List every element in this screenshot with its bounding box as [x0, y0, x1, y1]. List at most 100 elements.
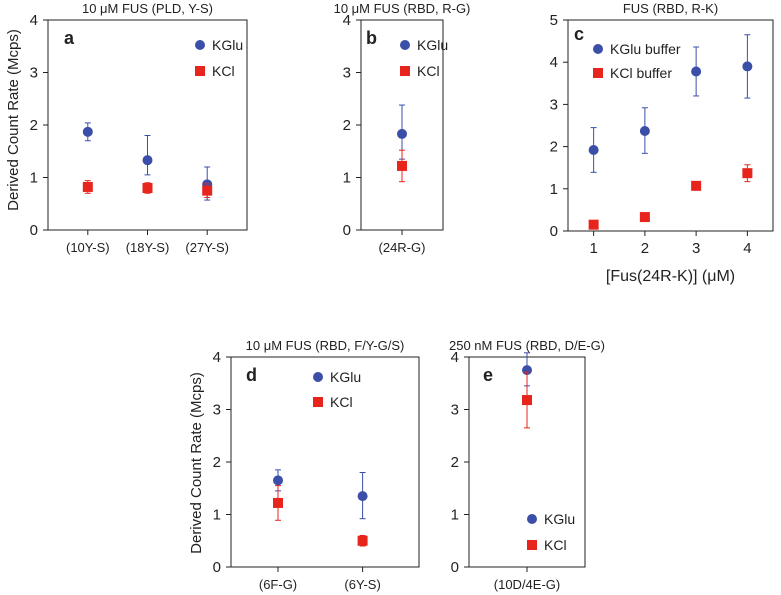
- legend-label: KGlu: [544, 511, 575, 527]
- y-axis-label-bottom: Derived Count Rate (Mcps): [188, 372, 205, 554]
- data-point: [357, 491, 368, 502]
- y-tick-label: 0: [550, 223, 558, 240]
- y-tick-label: 2: [213, 454, 221, 471]
- legend-marker: [527, 540, 537, 550]
- data-point: [588, 219, 599, 230]
- data-point: [742, 61, 753, 72]
- data-point: [357, 535, 368, 546]
- legend: KGlu buffer KCl buffer: [593, 41, 681, 81]
- panel-label: c: [574, 24, 584, 44]
- legend-marker: [195, 66, 205, 76]
- y-axis-label-top: Derived Count Rate (Mcps): [5, 29, 22, 211]
- plot-frame: [567, 19, 774, 232]
- y-tick-label: 4: [213, 349, 221, 366]
- y-tick-label: 5: [550, 12, 558, 29]
- data-point: [588, 144, 599, 155]
- panel-label: a: [64, 28, 75, 48]
- category-label: (6Y-S): [344, 577, 380, 592]
- legend: KGlu KCl: [527, 511, 575, 553]
- legend-marker: [313, 397, 323, 407]
- y-tick-label: 4: [30, 12, 38, 29]
- series-kglu: [273, 469, 368, 520]
- y-tick-label: 2: [343, 117, 351, 134]
- y-tick-label: 0: [213, 559, 221, 576]
- series-kcl: [522, 371, 532, 429]
- series-kcl: [82, 180, 213, 198]
- legend-marker: [527, 514, 537, 524]
- y-tick-label: 1: [451, 507, 459, 524]
- y-tick-label: 3: [30, 65, 38, 82]
- data-point: [522, 395, 532, 406]
- data-point: [639, 125, 650, 136]
- data-point: [397, 160, 407, 171]
- data-point: [639, 212, 650, 223]
- chart-panel-b: (24R-G) 0 1 2 3 410 μM FUS (RBD, R-G) b KGlu KCl: [334, 1, 471, 255]
- legend-marker: [313, 372, 323, 382]
- panel-label: d: [246, 365, 257, 385]
- category-label: (18Y-S): [126, 240, 170, 255]
- y-tick-label: 2: [451, 454, 459, 471]
- data-point: [273, 497, 283, 508]
- y-tick-label: 3: [343, 65, 351, 82]
- category-label: (6F-G): [259, 577, 297, 592]
- y-tick-label: 0: [30, 222, 38, 239]
- chart-panel-a: (10Y-S) (18Y-S) (27Y-S) 0 1 2 3 4 10 μM FUS (PLD…: [30, 1, 248, 255]
- legend-label: KCl: [544, 537, 567, 553]
- legend-label: KCl: [417, 63, 440, 79]
- data-point: [202, 185, 213, 196]
- y-tick-label: 4: [451, 349, 459, 366]
- panel-label: e: [483, 365, 493, 385]
- y-tick-label: 4: [343, 12, 351, 29]
- chart-title: 10 μM FUS (RBD, R-G): [334, 1, 471, 16]
- y-tick-label: 1: [343, 170, 351, 187]
- y-tick-label: 0: [343, 222, 351, 239]
- series-kcl: [397, 149, 407, 183]
- chart-panel-c: 1 2 3 4 [Fus(24R-K)] (μM) 0 1 2 3 4 5 FUS (RBD, R-K…: [550, 1, 774, 285]
- legend-label: KGlu: [330, 369, 361, 385]
- legend-label: KCl: [212, 63, 235, 79]
- legend-label: KCl: [330, 394, 353, 410]
- category-label: (27Y-S): [185, 240, 229, 255]
- y-tick-label: 2: [30, 117, 38, 134]
- category-label: (10Y-S): [66, 240, 110, 255]
- data-point: [691, 66, 702, 77]
- data-point: [142, 155, 153, 166]
- x-tick-label: 1: [589, 240, 597, 257]
- legend-label: KGlu buffer: [610, 41, 681, 57]
- chart-title: FUS (RBD, R-K): [623, 1, 718, 16]
- chart-panel-d: (6F-G) (6Y-S) 0 1 2 3 4 10 μM FUS (RBD, F/Y-G/S…: [213, 338, 420, 592]
- legend-label: KGlu: [212, 37, 243, 53]
- data-point: [142, 183, 153, 193]
- chart-title: 250 nM FUS (RBD, D/E-G): [449, 338, 605, 353]
- data-point: [742, 168, 753, 179]
- data-point: [691, 180, 702, 191]
- legend: KGlu KCl: [400, 37, 448, 79]
- y-tick-label: 0: [451, 559, 459, 576]
- legend: KGlu KCl: [195, 37, 243, 79]
- data-point: [82, 181, 93, 192]
- y-tick-label: 1: [213, 507, 221, 524]
- panel-label: b: [366, 28, 377, 48]
- category-label: (10D/4E-G): [494, 577, 560, 592]
- x-axis-label: [Fus(24R-K)] (μM): [606, 268, 735, 285]
- legend-marker: [400, 66, 410, 76]
- chart-title: 10 μM FUS (RBD, F/Y-G/S): [246, 338, 405, 353]
- legend-label: KCl buffer: [610, 65, 672, 81]
- category-label: (24R-G): [379, 240, 426, 255]
- y-tick-label: 2: [550, 139, 558, 156]
- y-tick-label: 4: [550, 54, 558, 71]
- y-tick-label: 3: [213, 402, 221, 419]
- data-point: [82, 126, 93, 137]
- series-kcl: [273, 485, 368, 547]
- y-tick-label: 1: [30, 170, 38, 187]
- series-kglu: [588, 34, 753, 173]
- x-tick-label: 3: [692, 240, 700, 257]
- chart-title: 10 μM FUS (PLD, Y-S): [82, 1, 213, 16]
- x-tick-label: 4: [743, 240, 751, 257]
- legend-marker: [400, 40, 410, 50]
- data-point: [273, 475, 283, 486]
- plot-frame: [230, 356, 420, 568]
- legend: KGlu KCl: [313, 369, 361, 410]
